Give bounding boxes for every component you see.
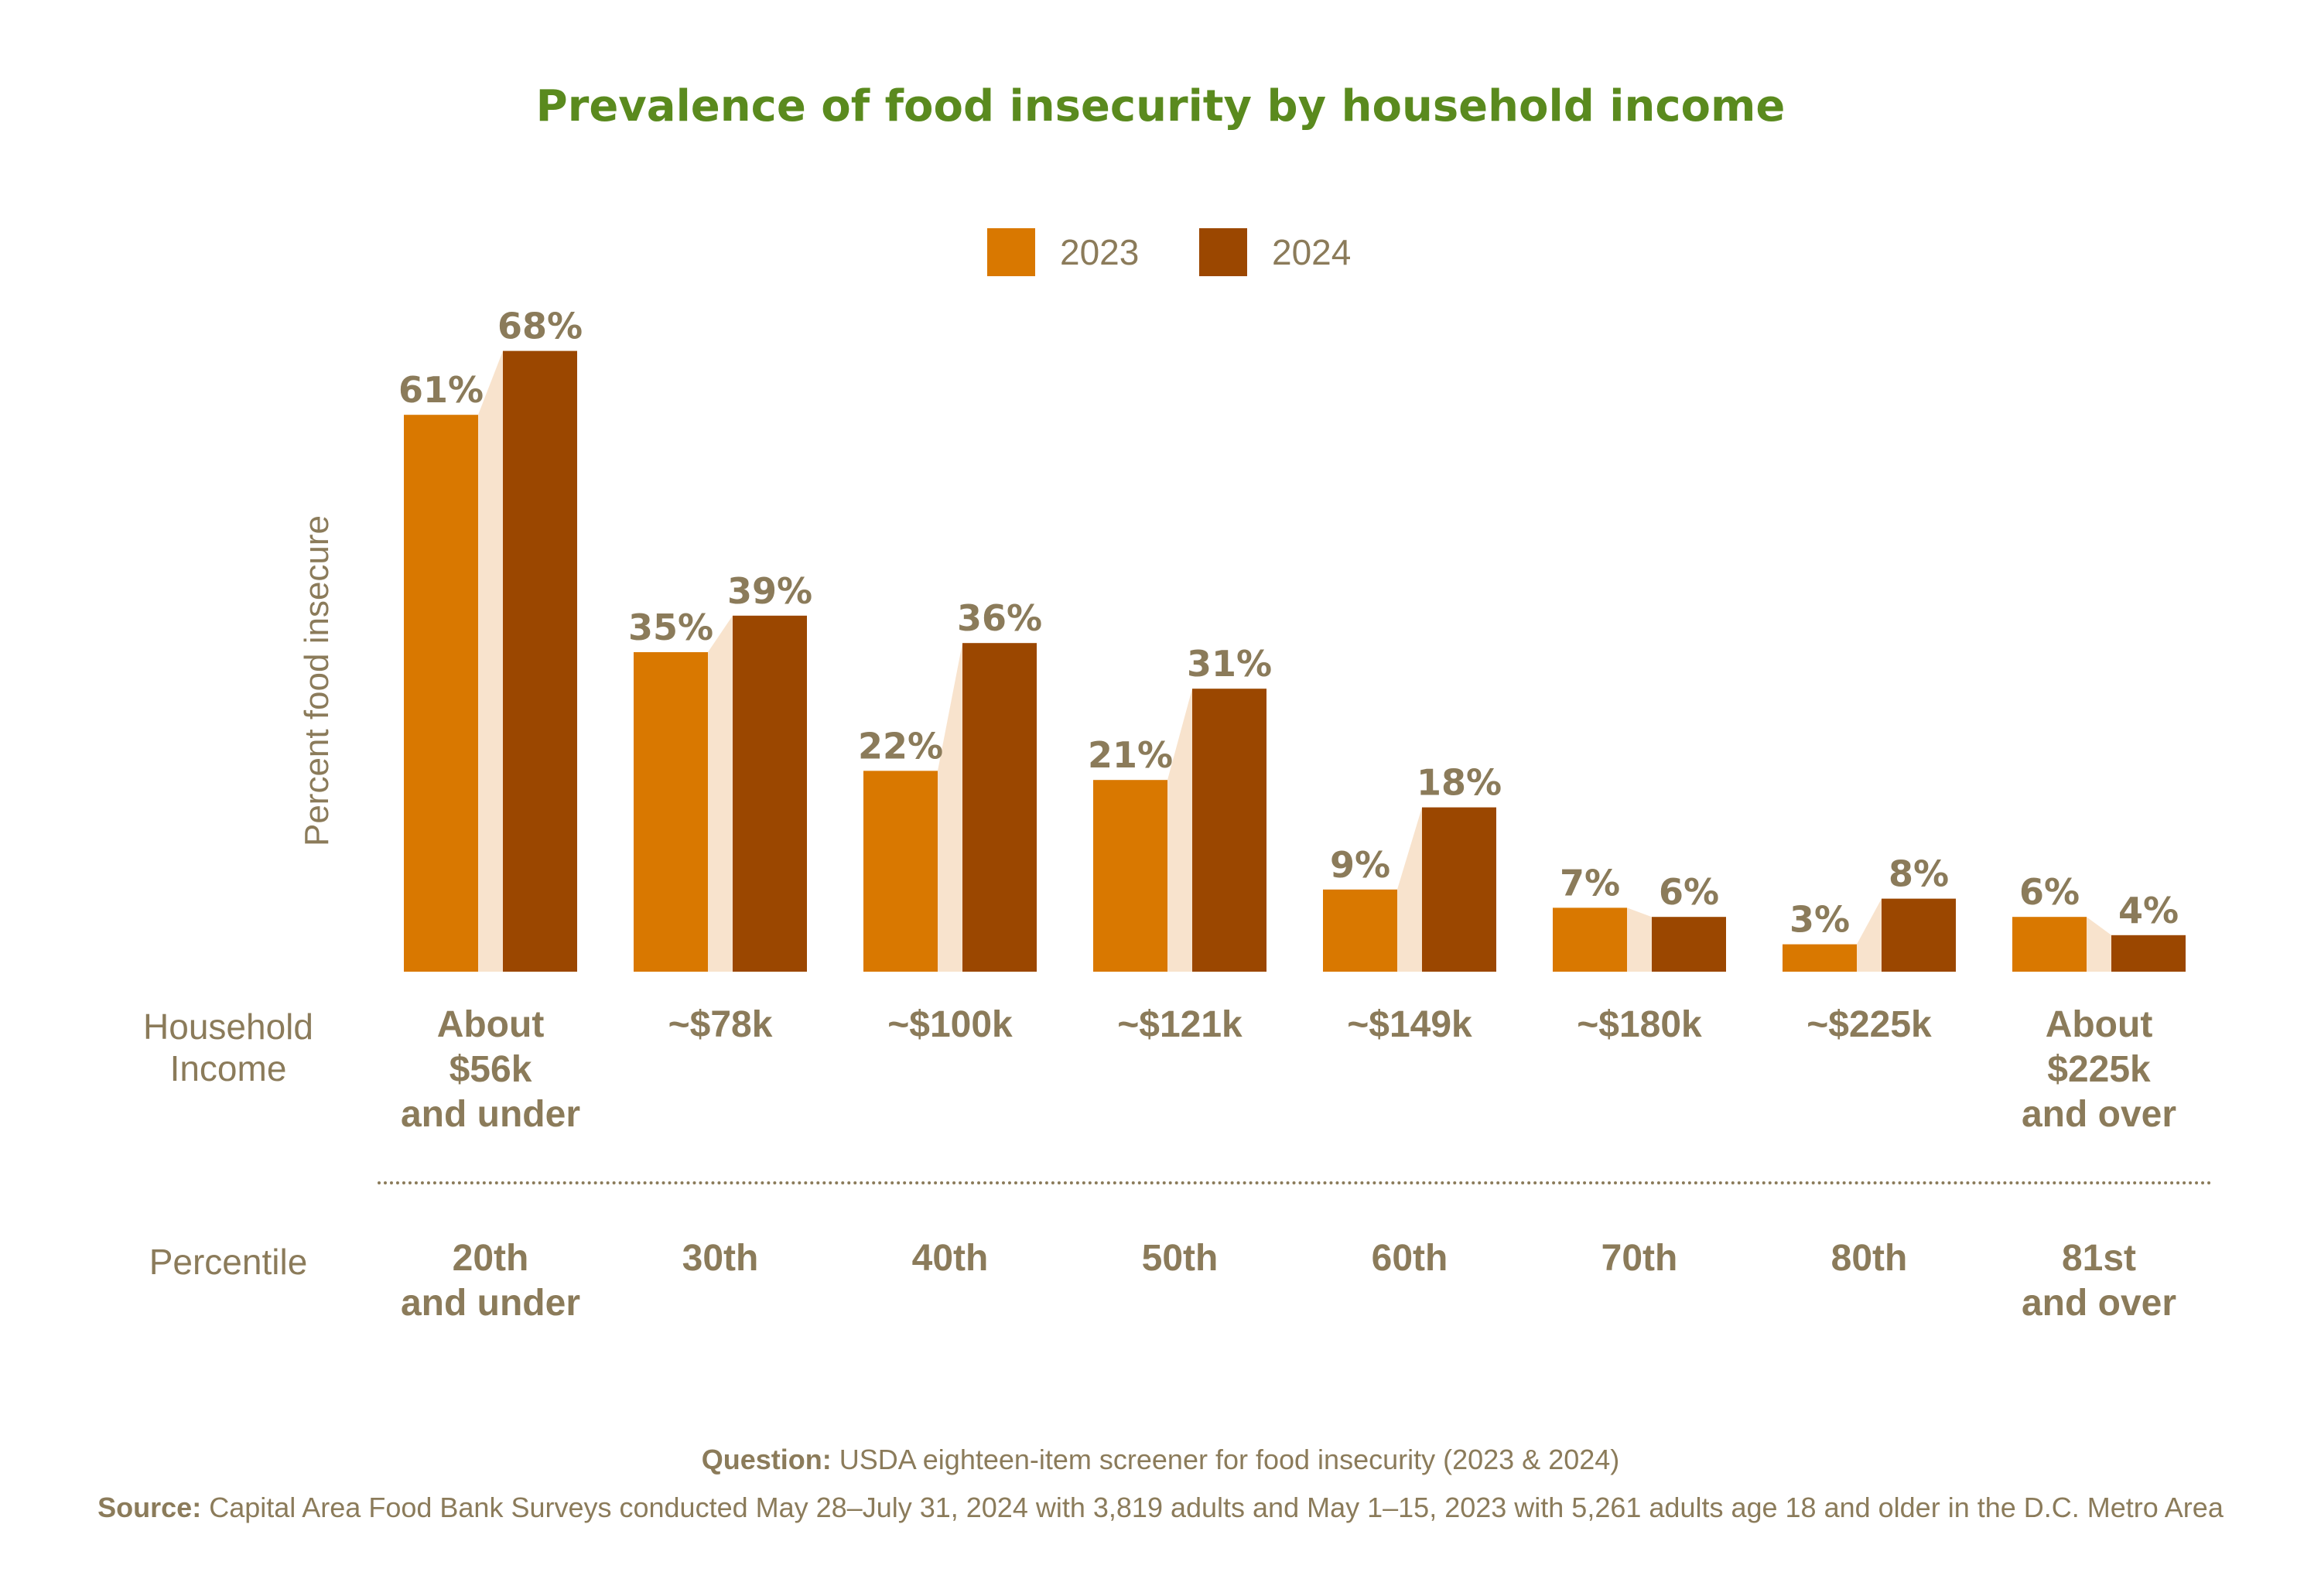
connector-0 [478,350,503,972]
percentile-label-0: 20th and under [378,1236,603,1326]
connector-7 [2087,917,2111,972]
income-label-1-line-0: ~$78k [668,1004,773,1045]
income-label-7-line-2: and over [2021,1094,2177,1135]
data-label-2024-4: 18% [1417,762,1502,804]
bar-2024-0 [503,350,577,972]
connector-6 [1857,898,1882,972]
percentile-label-4: 60th [1297,1236,1522,1281]
percentile-label-7: 81st and over [1987,1236,2211,1326]
income-label-3-line-0: ~$121k [1117,1004,1243,1045]
data-label-2023-2: 22% [858,725,943,767]
income-label-7-line-0: About [2045,1004,2153,1045]
percentile-label-2: 40th [838,1236,1062,1281]
income-label-3: ~$121k [1068,1003,1292,1047]
bar-2024-2 [962,643,1037,972]
income-label-1: ~$78k [608,1003,832,1047]
legend-swatch-2024 [1199,228,1247,276]
percentile-label-0-line-0: 20th [452,1238,529,1279]
question-label: Question: [701,1444,832,1475]
percentile-label-6: 80th [1757,1236,1981,1281]
data-label-2023-1: 35% [628,607,713,648]
bar-2023-5 [1553,907,1627,972]
question-note: Question: USDA eighteen-item screener fo… [0,1444,2321,1476]
source-label: Source: [97,1492,202,1523]
data-label-2024-6: 8% [1889,853,1949,895]
bar-2024-6 [1882,898,1956,972]
data-label-2023-7: 6% [2019,871,2080,913]
data-label-2023-4: 9% [1330,844,1390,886]
income-label-0-line-2: and under [400,1094,580,1135]
income-label-6-line-0: ~$225k [1807,1004,1932,1045]
legend-item-2024: 2024 [1199,228,1351,276]
data-label-2024-1: 39% [727,570,812,612]
connector-2 [938,643,962,972]
legend-swatch-2023 [987,228,1035,276]
question-text: USDA eighteen-item screener for food ins… [831,1444,1620,1475]
bar-2024-5 [1652,917,1726,972]
income-label-0-line-1: $56k [449,1049,532,1090]
percentile-label-2-line-0: 40th [911,1238,989,1279]
legend-label-2024: 2024 [1272,232,1352,272]
legend-label-2023: 2023 [1060,232,1140,272]
connector-4 [1397,807,1422,972]
bar-2023-6 [1783,944,1857,972]
percentile-label-1-line-0: 30th [682,1238,759,1279]
income-label-6: ~$225k [1757,1003,1981,1047]
income-label-5-line-0: ~$180k [1577,1004,1702,1045]
row-label-household-income: Household Income [132,1006,325,1089]
bar-2024-4 [1422,807,1496,972]
percentile-label-6-line-0: 80th [1830,1238,1908,1279]
bar-2023-7 [2012,917,2087,972]
data-label-2023-5: 7% [1560,862,1620,904]
legend-item-2023: 2023 [987,228,1139,276]
income-label-7: About $225k and over [1987,1003,2211,1137]
income-label-4: ~$149k [1297,1003,1522,1047]
income-label-0-line-0: About [436,1004,545,1045]
percentile-label-0-line-1: and under [400,1283,580,1324]
row-label-income-line2: Income [169,1048,287,1088]
percentile-label-5: 70th [1527,1236,1752,1281]
bar-2023-3 [1093,780,1167,972]
income-label-5: ~$180k [1527,1003,1752,1047]
income-label-7-line-1: $225k [2047,1049,2151,1090]
data-label-2023-3: 21% [1088,734,1173,776]
bar-2023-2 [863,771,938,972]
source-note: Source: Capital Area Food Bank Surveys c… [0,1492,2321,1524]
data-label-2024-7: 4% [2118,890,2179,931]
income-label-0: About $56k and under [378,1003,603,1137]
percentile-label-5-line-0: 70th [1601,1238,1678,1279]
percentile-label-1: 30th [608,1236,832,1281]
source-text: Capital Area Food Bank Surveys conducted… [201,1492,2224,1523]
percentile-label-7-line-1: and over [2021,1283,2177,1324]
connector-5 [1627,907,1652,972]
bar-2023-0 [404,415,478,972]
percentile-label-3-line-0: 50th [1141,1238,1219,1279]
bar-2024-3 [1192,689,1266,972]
connector-3 [1167,689,1192,972]
data-label-2024-2: 36% [957,597,1042,639]
data-label-2023-0: 61% [398,369,484,411]
data-label-2024-3: 31% [1187,643,1272,685]
percentile-label-3: 50th [1068,1236,1292,1281]
bar-2024-1 [733,615,807,972]
percentile-label-4-line-0: 60th [1371,1238,1448,1279]
data-label-2024-5: 6% [1659,871,1719,913]
income-label-4-line-0: ~$149k [1347,1004,1472,1045]
chart-title: Prevalence of food insecurity by househo… [535,81,1786,132]
connector-1 [708,615,733,972]
row-label-income-line1: Household [143,1006,313,1047]
income-label-2: ~$100k [838,1003,1062,1047]
bar-2024-7 [2111,935,2186,972]
income-label-2-line-0: ~$100k [887,1004,1013,1045]
bar-2023-1 [634,652,708,972]
percentile-label-7-line-0: 81st [2061,1238,2137,1279]
row-label-percentile: Percentile [149,1242,308,1282]
dotted-divider [378,1181,2213,1184]
data-label-2023-6: 3% [1789,899,1850,941]
data-label-2024-0: 68% [497,306,583,347]
bar-2023-4 [1323,889,1397,972]
